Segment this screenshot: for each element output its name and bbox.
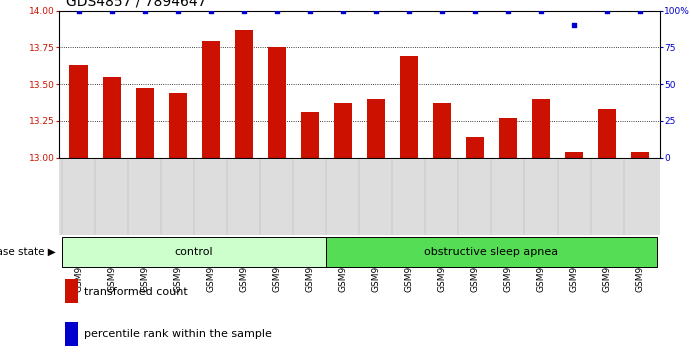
Bar bbox=[499, 118, 517, 158]
Bar bbox=[62, 237, 326, 267]
Bar bbox=[301, 112, 319, 158]
Point bbox=[73, 8, 84, 13]
Point bbox=[437, 8, 448, 13]
Text: percentile rank within the sample: percentile rank within the sample bbox=[84, 330, 272, 339]
Point bbox=[469, 8, 480, 13]
Point bbox=[304, 8, 315, 13]
Point bbox=[502, 8, 513, 13]
Bar bbox=[532, 99, 550, 158]
Point bbox=[337, 8, 348, 13]
Bar bbox=[267, 47, 286, 158]
Bar bbox=[631, 152, 649, 158]
Point bbox=[139, 8, 150, 13]
Text: control: control bbox=[175, 246, 214, 257]
Bar bbox=[169, 93, 187, 158]
Bar bbox=[598, 109, 616, 158]
Point bbox=[172, 8, 183, 13]
Point bbox=[569, 23, 580, 28]
Bar bbox=[565, 152, 583, 158]
Text: transformed count: transformed count bbox=[84, 287, 188, 297]
Text: obstructive sleep apnea: obstructive sleep apnea bbox=[424, 246, 558, 257]
Bar bbox=[202, 41, 220, 158]
Text: disease state ▶: disease state ▶ bbox=[0, 247, 55, 257]
Bar bbox=[433, 103, 451, 158]
Point bbox=[370, 8, 381, 13]
Point bbox=[238, 8, 249, 13]
Point bbox=[404, 8, 415, 13]
Text: GDS4857 / 7894647: GDS4857 / 7894647 bbox=[66, 0, 206, 9]
Bar bbox=[102, 77, 121, 158]
Bar bbox=[326, 237, 656, 267]
Point bbox=[602, 8, 613, 13]
Point bbox=[634, 8, 645, 13]
Point bbox=[205, 8, 216, 13]
Bar bbox=[334, 103, 352, 158]
Bar bbox=[135, 88, 153, 158]
Point bbox=[536, 8, 547, 13]
Bar bbox=[367, 99, 385, 158]
Bar bbox=[235, 30, 253, 158]
Bar bbox=[65, 279, 78, 303]
Point bbox=[271, 8, 282, 13]
Bar bbox=[70, 65, 88, 158]
Point bbox=[106, 8, 117, 13]
Bar bbox=[65, 322, 78, 346]
Bar bbox=[466, 137, 484, 158]
Bar bbox=[400, 56, 418, 158]
